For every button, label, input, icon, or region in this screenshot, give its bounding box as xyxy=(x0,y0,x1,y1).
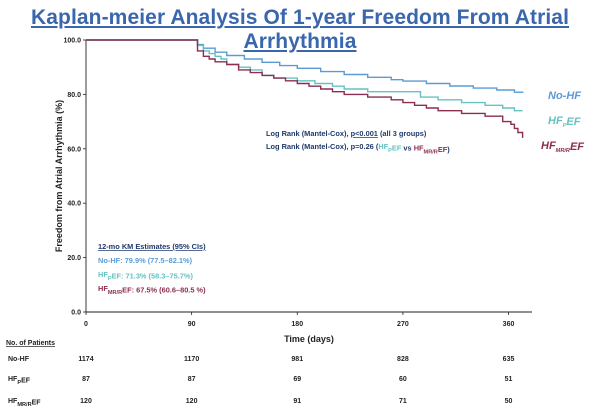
series-label-1: No-HF xyxy=(548,90,581,102)
risk-label-sub: P xyxy=(17,380,21,386)
risk-table-cell: 71 xyxy=(399,398,407,405)
risk-label-main: No-HF xyxy=(8,356,30,363)
logrank-annotation-2: Log Rank (Mantel-Cox), p=0.26 (HFPEF vs … xyxy=(266,142,450,156)
annotation-segment: HF xyxy=(378,142,388,151)
series-label-3: HFMR/REF xyxy=(541,140,584,154)
annotation-segment: ) xyxy=(447,145,450,154)
km-curve-1 xyxy=(86,39,524,93)
km-estimate-row: No-HF: 79.9% (77.5–82.1%) xyxy=(98,256,193,265)
km-estimate-segment: MR/R xyxy=(108,290,122,296)
risk-table-header: No. of Patients xyxy=(6,340,55,347)
annotation-segment: P xyxy=(388,148,392,154)
annotation-segment: (all 3 groups) xyxy=(378,129,427,138)
risk-table-row-label: No-HF xyxy=(8,356,30,363)
risk-label-main: HF xyxy=(8,398,18,405)
annotation-segment: EF xyxy=(392,144,402,153)
series-label-main: No-HF xyxy=(548,90,581,102)
y-tick-label: 80.0 xyxy=(67,92,81,99)
risk-table-cell: 87 xyxy=(188,376,196,383)
risk-table-cell: 91 xyxy=(293,398,301,405)
risk-table-cell: 87 xyxy=(82,376,90,383)
risk-table-cell: 635 xyxy=(503,356,515,363)
risk-table-cell: 981 xyxy=(291,356,303,363)
annotation-segment: HF xyxy=(414,144,424,153)
y-tick-label: 60.0 xyxy=(67,146,81,153)
risk-table-cell: 120 xyxy=(80,398,92,405)
x-tick-label: 90 xyxy=(188,321,196,328)
annotation-segment: vs xyxy=(401,144,413,153)
chart-title: Kaplan-meier Analysis Of 1-year Freedom … xyxy=(30,6,570,53)
risk-table-cell: 1170 xyxy=(184,356,199,363)
annotation-segment: p<0.001 xyxy=(351,129,378,138)
km-estimate-segment: HF xyxy=(98,270,108,279)
km-estimate-segment: EF: 71.3% (58.3–75.7%) xyxy=(112,272,194,281)
km-estimate-segment: No-HF: xyxy=(98,256,125,265)
series-label-end: EF xyxy=(566,116,580,128)
km-estimate-segment: EF: 67.5% (60.6–80.5 %) xyxy=(122,286,206,295)
annotation-segment: Log Rank (Mantel-Cox), xyxy=(266,129,351,138)
series-label-main: HF xyxy=(548,115,563,127)
risk-table-cell: 1174 xyxy=(78,356,93,363)
series-label-2: HFPEF xyxy=(548,115,581,129)
km-curve-3 xyxy=(86,39,524,138)
risk-table-cell: 69 xyxy=(293,376,301,383)
risk-table-cell: 50 xyxy=(505,398,513,405)
km-estimate-row: HFMR/REF: 67.5% (60.6–80.5 %) xyxy=(98,284,206,296)
km-estimate-row: HFPEF: 71.3% (58.3–75.7%) xyxy=(98,270,193,282)
x-axis-title: Time (days) xyxy=(284,334,334,344)
risk-table-cell: 51 xyxy=(505,376,513,383)
km-curve-2 xyxy=(86,39,523,112)
annotation-segment: MR/R xyxy=(424,150,438,156)
annotation-segment: EF xyxy=(438,145,448,154)
risk-table-row-label: HFPEF xyxy=(8,376,31,386)
x-tick-label: 360 xyxy=(503,321,515,328)
x-tick-label: 0 xyxy=(84,321,88,328)
series-label-end: EF xyxy=(570,141,584,153)
km-estimate-segment: P xyxy=(108,276,112,282)
logrank-annotation-1: Log Rank (Mantel-Cox), p<0.001 (all 3 gr… xyxy=(266,129,427,138)
risk-table-cell: 828 xyxy=(397,356,409,363)
series-label-sub: P xyxy=(563,123,567,129)
y-tick-label: 40.0 xyxy=(67,201,81,208)
risk-label-sub: MR/R xyxy=(17,402,31,408)
y-tick-label: 0.0 xyxy=(71,310,81,317)
risk-table-row-label: HFMR/REF xyxy=(8,398,41,408)
annotation-segment: Log Rank (Mantel-Cox), p=0.26 ( xyxy=(266,142,379,151)
risk-label-end: EF xyxy=(21,378,31,385)
y-tick-label: 100.0 xyxy=(63,38,81,45)
km-estimate-segment: 79.9% (77.5–82.1%) xyxy=(125,256,193,265)
risk-table-cell: 60 xyxy=(399,376,407,383)
y-tick-label: 20.0 xyxy=(67,255,81,262)
risk-table-cell: 120 xyxy=(186,398,198,405)
risk-label-end: EF xyxy=(32,400,42,407)
km-estimates-header: 12-mo KM Estimates (95% CIs) xyxy=(98,242,206,251)
x-tick-label: 270 xyxy=(397,321,409,328)
km-estimate-segment: HF xyxy=(98,284,108,293)
risk-label-main: HF xyxy=(8,376,18,383)
series-label-sub: MR/R xyxy=(556,148,570,154)
x-tick-label: 180 xyxy=(291,321,303,328)
series-label-main: HF xyxy=(541,140,556,152)
y-axis-title: Freedom from Atrial Arrhythmia (%) xyxy=(54,100,64,252)
